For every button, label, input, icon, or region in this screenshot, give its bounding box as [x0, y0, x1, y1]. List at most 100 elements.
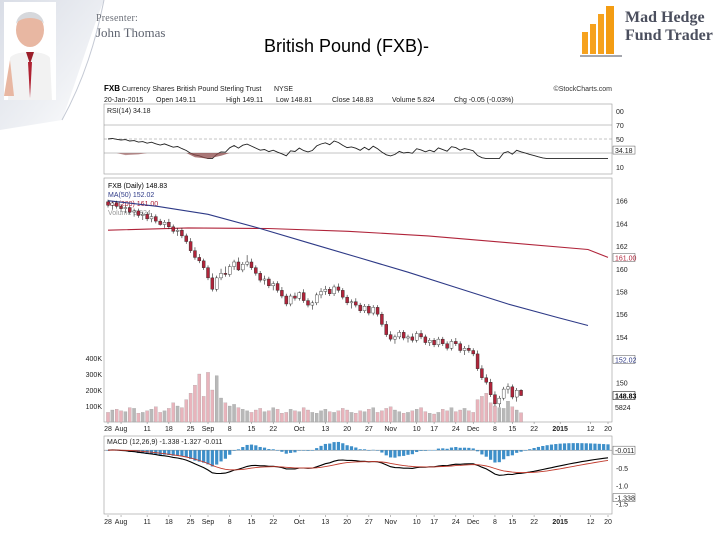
volume-tick-label: 300K: [86, 372, 103, 379]
volume-bar: [201, 396, 206, 423]
volume-bar: [519, 412, 523, 423]
volume-bar: [358, 410, 362, 423]
header-open: Open 149.11: [156, 97, 196, 104]
candle-body: [141, 214, 145, 216]
macd-histogram-bar: [336, 441, 341, 451]
macd-x-label: 12: [587, 519, 595, 526]
macd-histogram-bar: [593, 443, 597, 451]
candle-body: [441, 338, 445, 344]
price-tick-label: 162: [616, 244, 628, 251]
macd-histogram-bar: [219, 450, 223, 462]
volume-bar: [175, 405, 180, 423]
volume-bar: [471, 412, 475, 423]
macd-tick-label: -1.0: [616, 484, 628, 491]
rsi-tick-label: 70: [616, 123, 624, 130]
candle-body: [206, 267, 210, 279]
volume-bar: [162, 410, 167, 423]
macd-histogram-bar: [532, 448, 536, 451]
macd-histogram-bar: [289, 450, 293, 453]
candle-body: [484, 377, 488, 383]
macd-histogram-bar: [597, 443, 601, 451]
candle-body: [106, 201, 110, 206]
presenter-label: Presenter:: [96, 13, 138, 24]
macd-histogram-bar: [345, 445, 349, 451]
macd-histogram-bar: [106, 450, 110, 451]
macd-x-label: 11: [143, 519, 150, 526]
macd-histogram-bar: [354, 447, 358, 451]
volume-bar: [223, 402, 228, 423]
macd-histogram-bar: [519, 450, 523, 452]
volume-bar: [414, 409, 419, 423]
macd-histogram-bar: [393, 450, 397, 458]
volume-bar: [193, 385, 197, 423]
macd-histogram-bar: [484, 450, 488, 457]
volume-bar: [214, 375, 219, 423]
macd-histogram-bar: [489, 450, 493, 460]
macd-histogram-bar: [493, 450, 497, 463]
macd-histogram-bar: [575, 443, 580, 451]
volume-bar: [167, 408, 171, 423]
price-legend-entry: FXB (Daily) 148.83: [108, 183, 167, 190]
macd-histogram-bar: [445, 448, 449, 451]
macd-x-label: 8: [228, 519, 232, 526]
volume-bar: [206, 372, 210, 423]
macd-histogram-bar: [167, 450, 171, 456]
macd-histogram-bar: [454, 447, 458, 451]
candle-body: [328, 289, 332, 294]
candle-body: [410, 336, 415, 341]
candle-body: [136, 210, 141, 216]
macd-histogram-bar: [236, 449, 241, 451]
macd-histogram-bar: [458, 447, 462, 451]
candle-body: [145, 214, 149, 220]
candle-body: [175, 230, 180, 232]
volume-tick-label: 200K: [86, 388, 103, 395]
candle-body: [406, 336, 410, 339]
macd-histogram-bar: [419, 450, 423, 451]
macd-histogram-bar: [197, 450, 201, 462]
price-x-label: 10: [413, 426, 421, 433]
header-symbol: FXB: [104, 84, 120, 93]
macd-histogram-bar: [406, 450, 410, 455]
macd-x-label: Oct: [294, 519, 305, 526]
macd-histogram-bar: [293, 450, 297, 453]
macd-histogram-bar: [580, 443, 584, 451]
candle-body: [297, 292, 302, 299]
volume-bar: [180, 407, 184, 423]
macd-histogram-bar: [262, 447, 267, 451]
volume-bar: [475, 399, 480, 423]
price-x-label: Aug: [115, 426, 128, 433]
volume-bar: [493, 405, 497, 423]
volume-bar: [288, 409, 293, 423]
candle-body: [154, 216, 158, 222]
volume-bar: [171, 402, 175, 423]
volume-bar: [184, 399, 188, 423]
macd-x-label: 13: [321, 519, 329, 526]
macd-histogram-bar: [497, 450, 501, 463]
volume-bar: [284, 412, 288, 423]
volume-bar: [445, 410, 449, 423]
price-x-label: 27: [365, 426, 373, 433]
last-price-box: [612, 391, 636, 400]
volume-bar: [110, 409, 115, 423]
macd-histogram-bar: [254, 445, 258, 451]
presenter-name: John Thomas: [96, 25, 166, 40]
price-x-label: 12: [587, 426, 595, 433]
macd-histogram-bar: [515, 450, 519, 453]
volume-bar: [141, 412, 145, 423]
volume-bar: [245, 410, 249, 423]
volume-bar: [423, 411, 428, 423]
candle-body: [332, 286, 336, 294]
price-x-label: Nov: [384, 426, 397, 433]
header-close: Close 148.83: [332, 97, 373, 104]
volume-value: 5824: [615, 405, 631, 412]
macd-histogram-bar: [358, 449, 362, 451]
volume-bar: [388, 406, 393, 423]
candle-body: [301, 292, 306, 301]
candle-body: [223, 273, 228, 275]
candle-body: [336, 286, 341, 291]
volume-bar: [467, 410, 471, 423]
candle-body: [254, 267, 258, 274]
volume-bar: [114, 409, 119, 423]
candle-body: [467, 348, 471, 351]
rsi-oversold-area: [116, 153, 148, 156]
